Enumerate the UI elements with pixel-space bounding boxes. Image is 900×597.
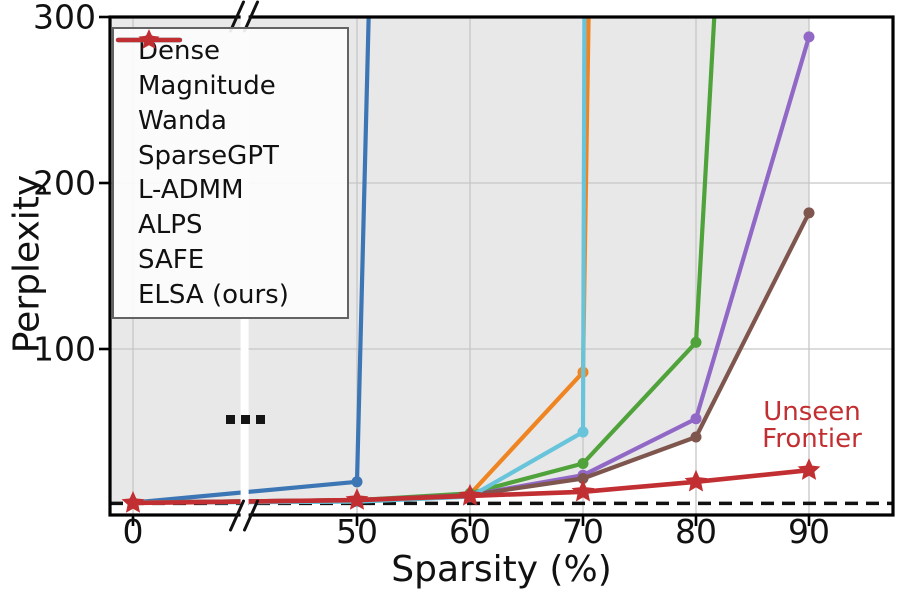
legend-label-elsa-ours: ELSA (ours) — [138, 279, 289, 310]
x-tick-label-70: 70 — [562, 512, 604, 551]
legend-label-wanda: Wanda — [138, 105, 227, 136]
series-marker-star — [684, 469, 708, 492]
legend-entry-safe: SAFE — [115, 34, 347, 277]
axis-frame — [108, 15, 895, 517]
break-dot — [225, 415, 235, 424]
annotation-line2: Frontier — [762, 424, 862, 454]
x-tick-label-80: 80 — [675, 512, 717, 551]
y-tick-label-100: 100 — [33, 330, 96, 369]
series-marker-circle — [577, 473, 589, 484]
series-marker-circle — [690, 431, 702, 443]
legend-entry-elsa-ours: ELSA (ours) — [115, 29, 347, 312]
series-marker-star — [571, 479, 595, 502]
x-tick-label-50: 50 — [336, 512, 378, 551]
series-marker-circle — [690, 413, 702, 425]
series-line-elsa-ours — [130, 467, 812, 506]
legend-label-l-admm: L-ADMM — [138, 175, 244, 206]
y-axis-label: Perplexity — [6, 174, 48, 354]
axis-ticks — [99, 15, 811, 526]
legend-entry-alps: ALPS — [115, 34, 347, 242]
legend-star-marker — [138, 29, 160, 49]
break-dot — [255, 415, 265, 424]
series-marker-circle — [577, 458, 589, 469]
legend-entry-l-admm: L-ADMM — [115, 34, 347, 207]
series-marker-star — [797, 458, 821, 480]
break-slash — [243, 0, 259, 33]
series-marker-circle — [690, 336, 702, 348]
break-slash — [229, 499, 245, 532]
series-marker-circle — [803, 31, 815, 43]
x-tick-label-60: 60 — [449, 512, 491, 551]
series-marker-star — [458, 483, 482, 506]
legend-swatch-elsa-ours — [115, 29, 183, 49]
legend-label-safe: SAFE — [138, 244, 205, 275]
annotation-line1: Unseen — [763, 397, 861, 427]
y-tick-label-300: 300 — [33, 0, 96, 37]
legend-box: Dense Magnitude Wanda SparseGPT L-ADMM ALPS SA… — [112, 27, 349, 319]
break-slashes — [229, 0, 259, 532]
tick-labels: 0 50 60 70 80 90 100 200 300 — [33, 0, 830, 551]
x-axis-label: Sparsity (%) — [391, 549, 612, 590]
axis-break-dots — [225, 415, 265, 424]
legend-entry-sparsegpt: SparseGPT — [115, 34, 347, 173]
series-marker-circle — [803, 207, 815, 219]
x-tick-label-0: 0 — [123, 512, 144, 551]
legend-label-sparsegpt: SparseGPT — [138, 140, 279, 171]
series-elsa-ours — [121, 458, 821, 513]
break-slash — [229, 0, 245, 33]
series-marker-circle — [351, 476, 363, 488]
legend-entry-wanda: Wanda — [115, 34, 347, 138]
annotation-unseen-frontier: Unseen Frontier — [746, 399, 878, 453]
break-slash — [243, 499, 259, 532]
y-tick-label-200: 200 — [33, 164, 96, 203]
x-tick-label-90: 90 — [788, 512, 830, 551]
break-dot — [240, 415, 250, 424]
series-marker-star — [345, 488, 369, 510]
series-marker-circle — [577, 426, 589, 438]
series-marker-star — [121, 491, 145, 513]
legend-label-magnitude: Magnitude — [138, 71, 276, 102]
legend-entry-magnitude: Magnitude — [115, 34, 347, 103]
legend-label-alps: ALPS — [138, 210, 203, 241]
